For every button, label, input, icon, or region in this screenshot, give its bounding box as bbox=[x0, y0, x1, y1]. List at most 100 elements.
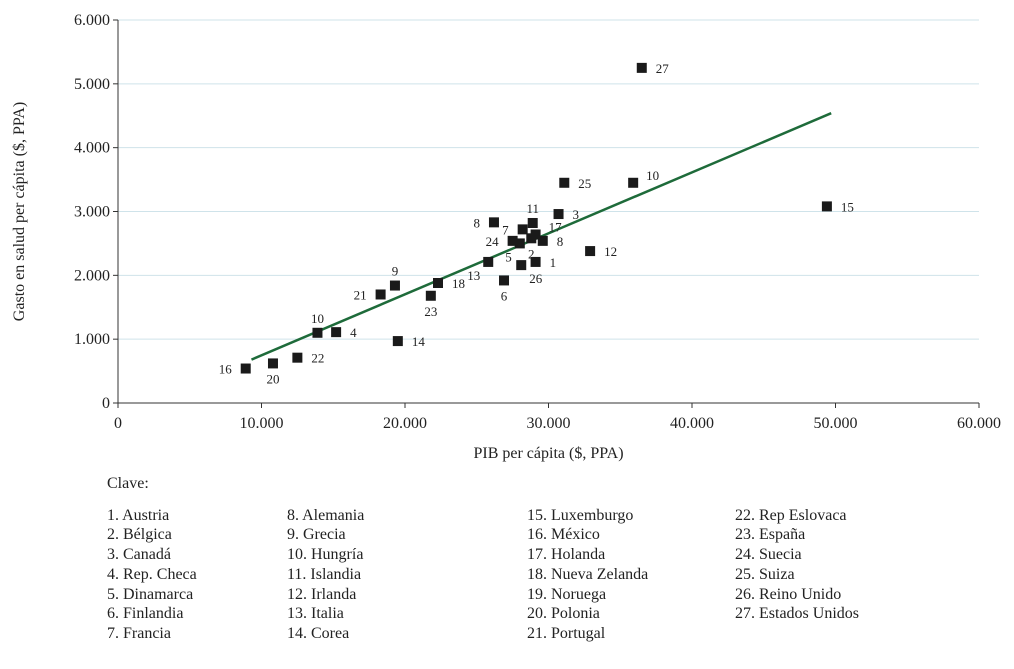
data-point-label: 23 bbox=[424, 304, 437, 319]
data-point bbox=[392, 336, 403, 347]
legend-item: 19. Noruega bbox=[527, 585, 607, 603]
data-point-label: 17 bbox=[549, 219, 563, 234]
data-point-label: 21 bbox=[354, 287, 367, 302]
data-point-label: 5 bbox=[505, 249, 512, 264]
x-tick-label: 40.000 bbox=[670, 415, 714, 432]
data-point bbox=[389, 280, 400, 291]
data-point bbox=[527, 217, 538, 228]
y-axis-label: Gasto en salud per cápita ($, PPA) bbox=[11, 102, 28, 321]
data-point-label: 3 bbox=[573, 207, 580, 222]
y-tick-label: 4.000 bbox=[74, 140, 110, 157]
legend-item: 7. Francia bbox=[107, 624, 171, 642]
data-point-label: 10 bbox=[646, 168, 659, 183]
x-axis-label: PIB per cápita ($, PPA) bbox=[473, 445, 623, 462]
data-point bbox=[483, 256, 494, 267]
legend-column: 8. Alemania 9. Grecia 10. Hungría 11. Is… bbox=[287, 506, 527, 644]
data-point-label: 4 bbox=[350, 325, 357, 340]
data-point bbox=[507, 235, 518, 246]
data-point bbox=[499, 275, 510, 286]
legend-item: 6. Finlandia bbox=[107, 605, 184, 623]
x-tick-label: 0 bbox=[114, 415, 122, 432]
gridlines bbox=[118, 19, 979, 340]
data-point-label: 8 bbox=[473, 215, 480, 230]
legend-item: 15. Luxemburgo bbox=[527, 506, 634, 524]
data-point-label: 2 bbox=[528, 246, 535, 261]
y-tick-label: 0 bbox=[102, 395, 110, 412]
data-point-label: 18 bbox=[452, 276, 465, 291]
data-point bbox=[267, 358, 278, 369]
data-point-label: 13 bbox=[467, 268, 480, 283]
legend-item: 9. Grecia bbox=[287, 526, 346, 544]
legend-item-highlighted: 23. España bbox=[735, 526, 806, 544]
legend-item: 27. Estados Unidos bbox=[735, 605, 859, 623]
legend-item: 22. Rep Eslovaca bbox=[735, 506, 847, 524]
x-tick-label: 50.000 bbox=[814, 415, 858, 432]
data-point-label: 20 bbox=[266, 371, 279, 386]
data-point-label: 27 bbox=[656, 61, 670, 76]
y-tick-label: 2.000 bbox=[74, 267, 110, 284]
data-point bbox=[375, 289, 386, 300]
data-point bbox=[559, 177, 570, 188]
y-tick-label: 1.000 bbox=[74, 331, 110, 348]
data-point-label: 16 bbox=[219, 362, 233, 377]
data-point-label: 8 bbox=[557, 234, 564, 249]
x-tick-label: 20.000 bbox=[383, 415, 427, 432]
data-point bbox=[331, 327, 342, 338]
legend: Clave: 1. Austria 2. Bélgica 3. Canadá 4… bbox=[107, 474, 1007, 644]
data-point-label: 12 bbox=[604, 244, 617, 259]
legend-item: 4. Rep. Checa bbox=[107, 565, 197, 583]
data-point-label: 6 bbox=[501, 288, 508, 303]
legend-item: 13. Italia bbox=[287, 605, 344, 623]
data-point bbox=[585, 246, 596, 257]
legend-item: 16. México bbox=[527, 526, 600, 544]
data-point bbox=[517, 224, 528, 235]
legend-item: 24. Suecia bbox=[735, 546, 802, 564]
data-point bbox=[425, 290, 436, 301]
y-tick-label: 5.000 bbox=[74, 76, 110, 93]
legend-item: 1. Austria bbox=[107, 506, 170, 524]
legend-item: 12. Irlanda bbox=[287, 585, 357, 603]
legend-item: 18. Nueva Zelanda bbox=[527, 565, 649, 583]
legend-item: 5. Dinamarca bbox=[107, 585, 194, 603]
data-point bbox=[312, 327, 323, 338]
legend-item: 20. Polonia bbox=[527, 605, 600, 623]
data-point bbox=[636, 62, 647, 73]
data-point-label: 22 bbox=[311, 351, 324, 366]
legend-item: 11. Islandia bbox=[287, 565, 362, 583]
data-point-label: 14 bbox=[412, 334, 426, 349]
data-point-label: 11 bbox=[526, 201, 539, 216]
axes bbox=[113, 19, 980, 408]
x-tick-labels: 0 10.000 20.000 30.000 40.000 50.000 60.000 bbox=[114, 415, 1001, 432]
data-point-label: 7 bbox=[502, 222, 509, 237]
legend-column: 15. Luxemburgo 16. México 17. Holanda 18… bbox=[527, 506, 735, 644]
x-tick-label: 30.000 bbox=[527, 415, 571, 432]
legend-column: 22. Rep Eslovaca 23. España 24. Suecia 2… bbox=[735, 506, 955, 644]
data-point bbox=[240, 363, 251, 374]
legend-item: 2. Bélgica bbox=[107, 526, 172, 544]
data-point-label: 24 bbox=[486, 234, 500, 249]
data-point-label: 15 bbox=[841, 199, 854, 214]
y-tick-label: 3.000 bbox=[74, 204, 110, 221]
data-points: 1234567889101011121314151617182021222324… bbox=[219, 61, 854, 387]
legend-title: Clave: bbox=[107, 475, 149, 492]
data-point bbox=[433, 277, 444, 288]
legend-item: 10. Hungría bbox=[287, 546, 364, 564]
data-point bbox=[488, 217, 499, 228]
legend-item: 25. Suiza bbox=[735, 565, 795, 583]
data-point bbox=[530, 229, 541, 240]
data-point bbox=[292, 352, 303, 363]
y-tick-labels: 0 1.000 2.000 3.000 4.000 5.000 6.000 bbox=[74, 12, 110, 412]
data-point bbox=[821, 201, 832, 212]
x-tick-label: 60.000 bbox=[957, 415, 1001, 432]
data-point bbox=[537, 235, 548, 246]
y-tick-label: 6.000 bbox=[74, 12, 110, 29]
data-point bbox=[514, 238, 525, 249]
legend-item: 3. Canadá bbox=[107, 546, 171, 564]
data-point-label: 10 bbox=[311, 311, 324, 326]
data-point-label: 1 bbox=[550, 255, 557, 270]
data-point-label: 26 bbox=[529, 271, 543, 286]
legend-item: 8. Alemania bbox=[287, 506, 365, 524]
legend-column: 1. Austria 2. Bélgica 3. Canadá 4. Rep. … bbox=[107, 506, 287, 644]
data-point bbox=[516, 260, 527, 271]
data-point bbox=[553, 209, 564, 220]
